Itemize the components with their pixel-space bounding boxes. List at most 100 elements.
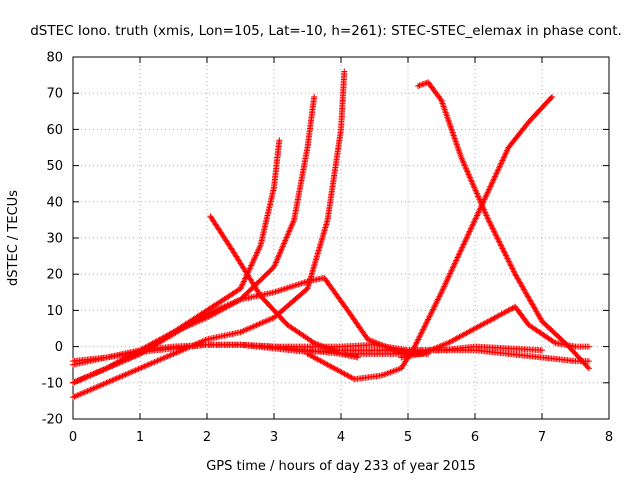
data-point — [463, 235, 470, 242]
series-arc-11 — [237, 341, 545, 354]
data-point — [482, 195, 489, 202]
data-point — [444, 114, 451, 121]
data-point — [498, 242, 505, 249]
data-point — [176, 348, 183, 355]
data-point — [432, 302, 439, 309]
data-point — [240, 279, 247, 286]
data-point — [96, 382, 103, 389]
data-point — [443, 112, 450, 119]
data-point — [477, 199, 484, 206]
data-point — [125, 370, 132, 377]
data-point — [72, 393, 79, 400]
series-arc-8 — [304, 93, 556, 383]
data-point — [464, 232, 471, 239]
data-point — [86, 372, 93, 379]
data-point — [416, 82, 423, 89]
data-point — [80, 375, 87, 382]
data-point — [427, 312, 434, 319]
data-point — [479, 203, 486, 210]
data-point — [461, 162, 468, 169]
data-point — [501, 249, 508, 256]
data-point — [122, 371, 129, 378]
data-point — [88, 386, 95, 393]
data-point — [446, 271, 453, 278]
data-point — [413, 340, 420, 347]
data-point — [84, 387, 91, 394]
data-point — [72, 378, 79, 385]
data-point — [141, 363, 148, 370]
data-point — [248, 261, 255, 268]
data-point — [252, 253, 259, 260]
data-point — [244, 325, 251, 332]
data-point — [75, 377, 82, 384]
data-point — [283, 234, 290, 241]
data-point — [237, 285, 244, 292]
data-point — [490, 226, 497, 233]
data-point — [461, 240, 468, 247]
x-tick-label: 5 — [404, 430, 412, 445]
data-point — [113, 360, 120, 367]
data-point — [275, 253, 282, 260]
data-point — [467, 225, 474, 232]
data-point — [333, 349, 340, 356]
data-point — [96, 368, 103, 375]
data-point — [467, 227, 474, 234]
data-point — [418, 330, 425, 337]
data-point — [416, 333, 423, 340]
y-tick-label: -10 — [42, 376, 63, 391]
data-point — [260, 319, 267, 326]
data-point — [257, 320, 264, 327]
data-point — [284, 231, 291, 238]
data-point — [453, 257, 460, 264]
data-point — [484, 190, 491, 197]
data-point — [473, 189, 480, 196]
data-point — [415, 336, 422, 343]
data-point — [206, 309, 213, 316]
data-point — [99, 367, 106, 374]
data-point — [166, 352, 173, 359]
data-point — [455, 146, 462, 153]
data-point — [112, 376, 119, 383]
data-point — [243, 326, 250, 333]
data-point — [451, 260, 458, 267]
data-point — [113, 375, 120, 382]
data-point — [493, 170, 500, 177]
data-point — [504, 308, 511, 315]
data-point — [247, 324, 254, 331]
data-point — [138, 364, 145, 371]
data-point — [420, 326, 427, 333]
data-point — [249, 259, 256, 266]
data-point — [428, 309, 435, 316]
data-point — [459, 244, 466, 251]
data-point — [457, 248, 464, 255]
data-point — [131, 353, 138, 360]
data-point — [504, 255, 511, 262]
data-point — [71, 379, 78, 386]
data-point — [205, 310, 212, 317]
data-point — [500, 248, 507, 255]
data-point — [366, 336, 373, 343]
data-point — [289, 221, 296, 228]
series-arc-2 — [70, 93, 318, 386]
data-point — [489, 179, 496, 186]
data-point — [450, 130, 457, 137]
data-point — [472, 215, 479, 222]
data-point — [161, 354, 168, 361]
data-point — [440, 102, 447, 109]
data-point — [442, 341, 449, 348]
data-point — [81, 389, 88, 396]
data-point — [436, 343, 443, 350]
data-point — [457, 247, 464, 254]
data-point — [486, 219, 493, 226]
data-point — [132, 352, 139, 359]
data-point — [126, 355, 133, 362]
data-point — [240, 327, 247, 334]
data-point — [469, 180, 476, 187]
data-point — [483, 212, 490, 219]
data-point — [238, 328, 245, 335]
data-point — [495, 166, 502, 173]
data-point — [129, 353, 136, 360]
data-point — [487, 221, 494, 228]
data-point — [97, 367, 104, 374]
data-point — [451, 135, 458, 142]
